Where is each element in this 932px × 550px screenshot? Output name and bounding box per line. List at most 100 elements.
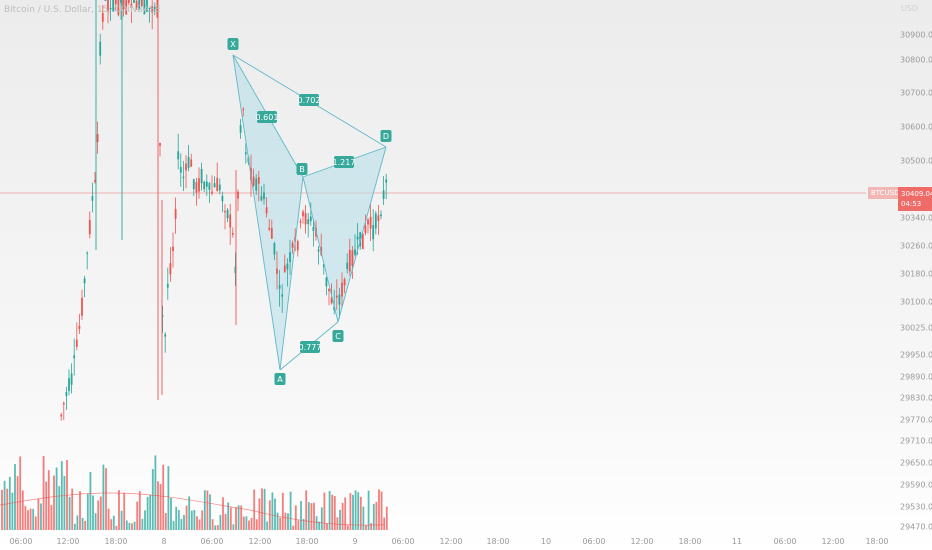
candle-body	[161, 315, 164, 317]
volume-bar	[3, 480, 6, 530]
time-axis[interactable]: 06:00 12:00 18:00 8 06:00 12:00 18:00 9 …	[0, 530, 888, 550]
volume-bar	[172, 520, 175, 530]
current-price-value: 30409.04	[901, 190, 932, 198]
volume-bar	[149, 494, 152, 530]
candle-body	[205, 181, 208, 187]
candle-body	[148, 7, 151, 10]
volume-bar	[328, 490, 331, 530]
candle-body	[153, 7, 156, 9]
price-axis[interactable]: 30900.00 30800.00 30700.00 30600.00 3050…	[866, 0, 932, 532]
candle-body	[211, 191, 213, 194]
pattern-ratio-xb: 0.601	[256, 113, 279, 122]
candle-body	[172, 246, 174, 252]
candle-body	[356, 236, 359, 240]
candle-body	[200, 168, 203, 184]
time-tick: 18:00	[486, 537, 510, 546]
volume-bar	[274, 498, 276, 530]
volume-bar	[53, 475, 55, 530]
volume-bar	[175, 506, 178, 530]
volume-bar	[235, 507, 237, 530]
volume-bar	[84, 520, 87, 530]
volume-bar	[315, 516, 318, 530]
candle-body	[135, 0, 138, 8]
volume-bar	[105, 468, 107, 530]
price-tick: 29950.00	[900, 350, 932, 360]
time-tick: 18:00	[295, 537, 319, 546]
candle-body	[198, 178, 200, 192]
price-tick: 29770.00	[900, 415, 932, 425]
candle-body	[343, 279, 346, 286]
candle-body	[278, 285, 281, 289]
volume-bar	[375, 501, 378, 530]
pattern-point-b: B	[299, 165, 305, 174]
candle-body	[229, 214, 232, 228]
candle-body	[213, 183, 216, 188]
candle-body	[114, 0, 117, 4]
volume-bar	[190, 510, 193, 530]
volume-bar	[359, 496, 362, 530]
volume-bar	[349, 493, 352, 530]
candle-body	[218, 184, 221, 191]
candle-body	[244, 152, 247, 155]
volume-bar	[76, 515, 79, 530]
candle-body	[348, 249, 351, 272]
pattern-point-b-box	[296, 163, 308, 175]
volume-bar	[115, 525, 118, 530]
candle-body	[252, 176, 255, 186]
volume-bar	[107, 508, 110, 530]
time-tick: 12:00	[821, 537, 845, 546]
candle-body	[299, 221, 302, 223]
volume-bar	[248, 520, 250, 530]
volume-bar	[196, 516, 198, 530]
candle-body	[109, 7, 112, 10]
pattern-leg-bc	[302, 176, 339, 323]
price-tick: 30900.00	[900, 30, 932, 40]
pattern-leg-xa	[232, 54, 281, 371]
volume-bar	[300, 501, 302, 530]
pattern-point-c: C	[335, 332, 341, 341]
price-tick: 29530.00	[900, 502, 932, 512]
price-tick: 30180.00	[900, 269, 932, 279]
candle-body	[130, 3, 133, 9]
candle-body	[208, 183, 211, 190]
candle-body	[164, 334, 167, 337]
volume-bar	[141, 518, 144, 530]
candle-body	[224, 211, 226, 213]
volume-bar	[63, 475, 66, 530]
volume-bar	[294, 505, 297, 530]
candle-body	[354, 249, 356, 255]
pattern-point-a: A	[277, 375, 283, 384]
volume-bar	[177, 510, 180, 530]
volume-bar	[253, 489, 256, 530]
pattern-point-d-box	[380, 130, 392, 142]
price-tick: 29890.00	[900, 372, 932, 382]
candle-body	[351, 250, 354, 266]
volume-bar	[32, 508, 35, 530]
candle-body	[151, 6, 154, 13]
volume-bar	[21, 490, 24, 530]
price-chart[interactable]: X A B C D 0.601 0.702 0.777 1.217	[0, 0, 866, 530]
candle-body	[94, 179, 96, 182]
candle-body	[96, 134, 99, 143]
candle-countdown: 04:53	[901, 200, 922, 208]
volume-bar	[313, 502, 315, 530]
candle-body	[231, 233, 234, 235]
symbol-title: Bitcoin / U.S. Dollar, 15, COINBASE	[4, 5, 161, 15]
volume-bar	[284, 512, 287, 530]
time-tick: 06:00	[391, 537, 415, 546]
candle-body	[346, 262, 349, 270]
candle-body	[385, 179, 388, 183]
volume-bar	[292, 525, 295, 530]
volume-bar	[92, 495, 94, 530]
candle-body	[107, 0, 109, 11]
volume-bar	[216, 525, 219, 530]
volume-bar	[24, 505, 27, 530]
candle-body	[242, 109, 245, 111]
candle-body	[169, 263, 172, 275]
candle-body	[335, 295, 338, 298]
candle-body	[237, 191, 239, 199]
time-tick: 12:00	[248, 537, 272, 546]
volume-bar	[34, 516, 37, 530]
volume-bar	[128, 522, 131, 530]
